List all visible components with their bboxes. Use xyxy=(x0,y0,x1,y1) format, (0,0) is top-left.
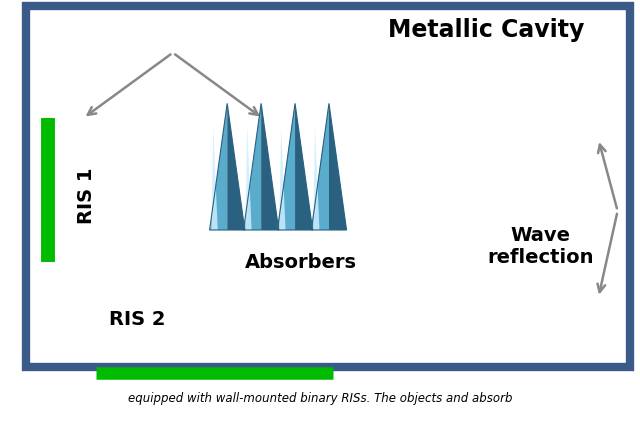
Text: Metallic Cavity: Metallic Cavity xyxy=(388,18,584,41)
Bar xyxy=(26,6,630,367)
Polygon shape xyxy=(245,126,252,230)
Polygon shape xyxy=(312,103,329,230)
Text: equipped with wall-mounted binary RISs. The objects and absorb: equipped with wall-mounted binary RISs. … xyxy=(128,392,512,405)
Polygon shape xyxy=(211,126,218,230)
Text: Absorbers: Absorbers xyxy=(244,253,357,272)
Polygon shape xyxy=(295,103,313,230)
Polygon shape xyxy=(227,103,245,230)
Text: RIS 2: RIS 2 xyxy=(109,310,166,329)
Text: RIS 1: RIS 1 xyxy=(77,168,96,225)
Polygon shape xyxy=(279,126,285,230)
Polygon shape xyxy=(209,103,227,230)
Polygon shape xyxy=(261,103,279,230)
Polygon shape xyxy=(313,126,319,230)
Polygon shape xyxy=(329,103,347,230)
Polygon shape xyxy=(243,103,261,230)
Polygon shape xyxy=(278,103,295,230)
Text: Wave
reflection: Wave reflection xyxy=(488,226,594,268)
